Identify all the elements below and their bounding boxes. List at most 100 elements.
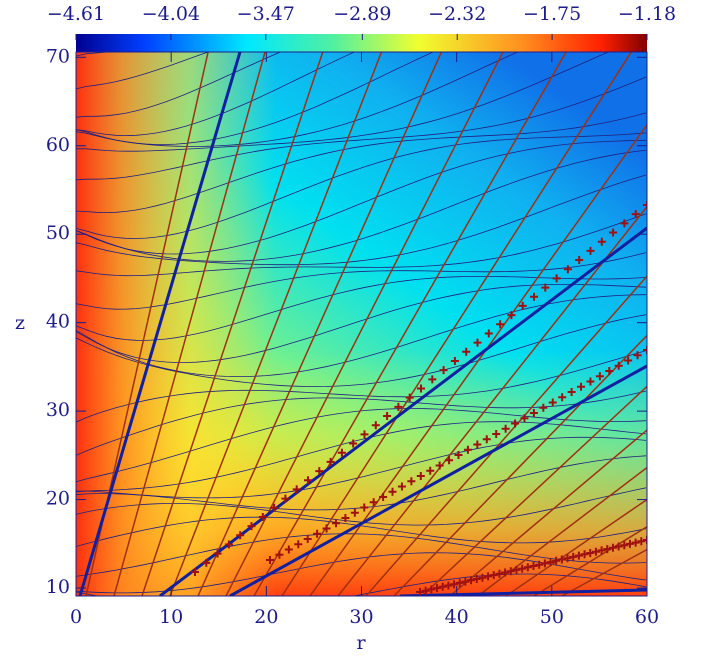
marker — [631, 210, 640, 219]
contour — [76, 294, 647, 378]
marker — [597, 546, 606, 555]
marker — [426, 466, 435, 475]
field-line — [253, 52, 567, 596]
y-axis-label: z — [15, 312, 25, 334]
boundary — [399, 588, 647, 596]
marker — [450, 356, 459, 365]
marker — [270, 503, 279, 512]
marker — [281, 494, 290, 503]
marker — [484, 329, 493, 338]
marker — [472, 575, 481, 583]
marker — [605, 367, 614, 375]
field-line — [449, 429, 647, 596]
marker — [633, 351, 642, 360]
contour — [76, 436, 647, 499]
marker — [439, 366, 448, 375]
marker — [643, 346, 647, 354]
marker — [580, 550, 589, 559]
colorbar-tick-label: −1.18 — [618, 3, 676, 25]
field-line — [477, 466, 647, 596]
marker — [501, 568, 510, 577]
contour — [76, 52, 210, 90]
marker — [331, 519, 340, 528]
marker — [597, 237, 606, 246]
contour — [76, 112, 647, 214]
marker — [284, 545, 293, 554]
marker — [614, 361, 623, 370]
marker — [350, 508, 359, 517]
marker — [574, 551, 583, 560]
marker — [313, 529, 322, 538]
contour — [76, 52, 519, 147]
x-tick-label: 60 — [635, 606, 659, 628]
marker — [444, 581, 453, 590]
field-line — [169, 52, 383, 596]
marker — [213, 549, 222, 558]
marker — [539, 403, 548, 412]
contour — [76, 275, 647, 341]
colorbar-tick-label: −3.47 — [237, 3, 295, 25]
marker — [614, 542, 623, 551]
marker — [360, 430, 369, 439]
marker — [473, 338, 482, 347]
marker — [337, 448, 346, 457]
y-tick-label: 30 — [46, 399, 70, 421]
field-line — [113, 52, 266, 596]
marker — [603, 545, 612, 554]
marker — [567, 388, 576, 396]
marker — [455, 578, 464, 587]
y-tick-label: 20 — [46, 488, 70, 510]
marker — [595, 372, 604, 381]
contour — [76, 76, 647, 181]
x-tick-label: 30 — [349, 606, 373, 628]
marker — [492, 430, 501, 438]
marker — [520, 414, 529, 423]
marker — [529, 562, 538, 570]
y-tick-label: 60 — [46, 134, 70, 156]
field-line — [225, 52, 504, 596]
field-line — [309, 123, 647, 596]
field-line — [281, 52, 633, 596]
marker — [608, 543, 617, 552]
marker — [379, 493, 388, 501]
boundary — [78, 52, 242, 596]
marker — [202, 558, 211, 567]
contour — [76, 52, 356, 137]
x-tick-label: 20 — [254, 606, 278, 628]
marker — [416, 588, 424, 596]
x-axis-label: r — [356, 632, 366, 654]
marker — [643, 536, 647, 544]
marker — [191, 568, 199, 576]
colorbar-tick-label: −1.75 — [523, 3, 581, 25]
field-line — [393, 334, 647, 596]
marker — [586, 377, 595, 386]
marker — [258, 512, 267, 521]
marker — [433, 584, 442, 593]
field-line — [337, 205, 647, 596]
marker — [247, 522, 256, 531]
marker — [416, 472, 425, 480]
marker — [360, 503, 369, 512]
marker — [546, 558, 555, 567]
marker — [467, 576, 476, 585]
x-tick-label: 40 — [445, 606, 469, 628]
marker — [575, 256, 584, 265]
y-tick-label: 50 — [46, 222, 70, 244]
marker — [428, 375, 437, 384]
marker — [501, 424, 510, 433]
marker — [548, 398, 557, 407]
marker — [371, 421, 380, 430]
marker — [462, 347, 471, 356]
marker — [569, 552, 578, 561]
contour — [76, 52, 282, 118]
marker — [558, 393, 567, 402]
marker — [620, 219, 629, 228]
marker — [421, 586, 430, 595]
marker — [266, 556, 274, 564]
marker — [397, 482, 406, 491]
marker — [454, 451, 463, 459]
field-line — [505, 498, 647, 596]
marker — [461, 577, 470, 586]
marker — [577, 382, 586, 391]
